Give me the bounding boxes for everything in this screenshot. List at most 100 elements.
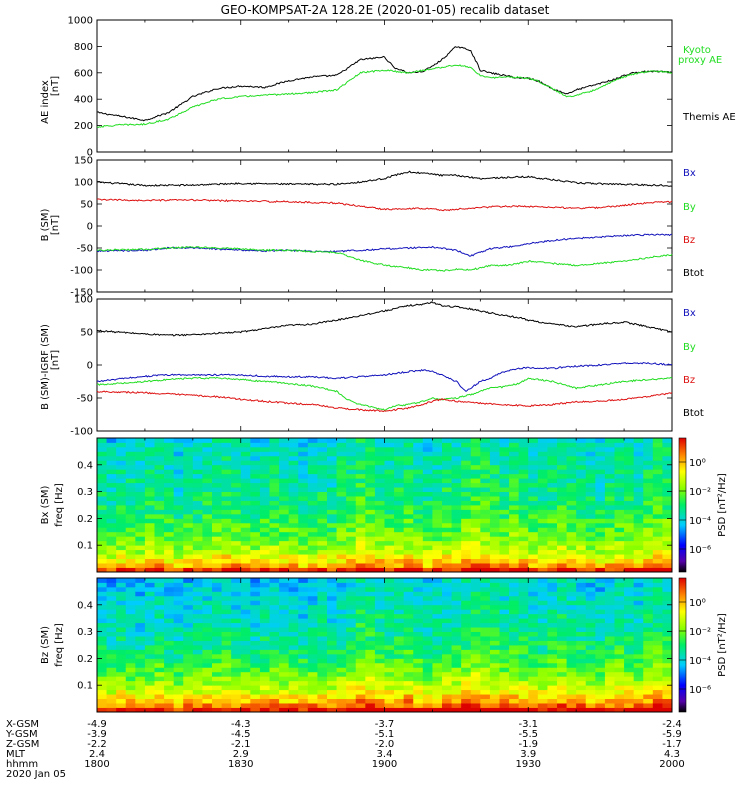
bzspec-cell	[355, 631, 366, 637]
bzspec-cell	[97, 591, 107, 597]
bsm-yunit: [nT]	[50, 215, 61, 235]
bxspec-cell	[451, 487, 462, 492]
bxspec-cell	[144, 442, 155, 448]
bzspec-cell	[604, 631, 615, 637]
bxspec-cell	[97, 549, 107, 555]
bxspec-cell	[432, 442, 443, 448]
bxspec-cell	[432, 540, 443, 546]
bzspec-cell	[346, 658, 357, 664]
bzspec-cell	[125, 578, 136, 583]
bzspec-cell	[164, 622, 175, 628]
bzspec-cell	[202, 595, 213, 601]
bzspec-cell	[279, 586, 290, 592]
bxspec-cell	[183, 505, 194, 510]
bxspec-cell	[480, 518, 491, 524]
bxspec-cell	[269, 554, 280, 559]
bzspec-cell	[269, 662, 280, 668]
bzspec-cell	[470, 591, 481, 597]
bxspec-cell	[432, 487, 443, 492]
bzspec-cell	[557, 627, 567, 632]
bzspec-cell	[135, 604, 146, 610]
bxspec-cell	[576, 558, 587, 564]
bzspec-cell	[499, 698, 510, 704]
bzspec-cell	[173, 582, 184, 588]
bxspec-cell	[231, 536, 242, 542]
bxspec-cell	[394, 522, 405, 528]
bzspec-cell	[173, 586, 184, 592]
bxspec-cell	[374, 563, 385, 568]
bxspec-cell	[652, 545, 663, 551]
bzspec-cell	[164, 640, 175, 646]
bxspec-cell	[604, 464, 615, 470]
bxspec-cell	[240, 518, 251, 524]
bxspec-cell	[279, 536, 290, 542]
bzspec-cell	[557, 649, 567, 655]
bzspec-cell	[231, 591, 242, 597]
bzspec-cell	[355, 649, 366, 655]
bxspec-cell	[403, 554, 414, 559]
bxspec-cell	[374, 473, 385, 479]
bxspec-cell	[614, 451, 625, 457]
bzspec-cell	[116, 627, 127, 632]
bzspec-cell	[269, 671, 280, 677]
bzspec-cell	[259, 649, 270, 655]
bxspec-cell	[537, 460, 548, 466]
bzspec-cell	[259, 631, 270, 637]
bzspec-cell	[614, 631, 625, 637]
bzspec-cell	[374, 613, 385, 619]
bzspec-cell	[250, 680, 261, 686]
bxspec-cell	[192, 558, 203, 564]
bzspec-cell	[576, 676, 587, 682]
bzspec-cell	[183, 618, 194, 624]
bxspec-cell	[183, 464, 194, 470]
bzspec-cell	[480, 658, 491, 664]
bzspec-cell	[231, 703, 242, 708]
bzspec-cell	[499, 604, 510, 610]
bzspec-cell	[144, 595, 155, 601]
bzspec-cell	[125, 595, 136, 601]
bzspec-cell	[413, 627, 424, 632]
bxspec-cell	[250, 545, 261, 551]
bxspec-cell	[537, 527, 548, 533]
bxspec-cell	[470, 478, 481, 484]
bxspec-cell	[403, 513, 414, 519]
bzspec-cell	[317, 698, 328, 704]
bxspec-cell	[662, 558, 673, 564]
bzspec-cell	[604, 689, 615, 695]
bxspec-cell	[537, 509, 548, 515]
bzspec-cell	[585, 609, 596, 615]
bsm-series-by	[96, 198, 673, 212]
bzspec-cell	[643, 627, 654, 632]
bxspec-cell	[432, 527, 443, 533]
bxspec-cell	[470, 527, 481, 533]
bzspec-cell	[614, 640, 625, 646]
bxspec-cell	[279, 446, 290, 452]
bxspec-cell	[327, 558, 337, 564]
bzspec-cell	[566, 618, 577, 624]
bxspec-cell	[480, 473, 491, 479]
bzspec-cell	[154, 707, 165, 713]
bzspec-cell	[576, 618, 587, 624]
bxspec-cell	[288, 509, 299, 515]
bxspec-cell	[374, 549, 385, 555]
bxspec-cell	[585, 442, 596, 448]
bzspec-cell	[509, 595, 520, 601]
bxspec-cell	[298, 522, 309, 528]
bxspec-cell	[250, 455, 261, 461]
bzspec-cell	[135, 658, 146, 664]
bzspec-cell	[451, 685, 462, 691]
bzspec-cell	[384, 640, 395, 646]
bxspec-cell	[240, 540, 251, 546]
bzspec-cell	[461, 698, 472, 704]
bzspec-cell	[470, 604, 481, 610]
bxspec-cell	[557, 446, 567, 452]
bxspec-cell	[614, 540, 625, 546]
bxspec-cell	[125, 446, 136, 452]
bzspec-cell	[537, 680, 548, 686]
bxspec-cell	[585, 455, 596, 461]
bxspec-cell	[144, 509, 155, 515]
bzspec-cell	[164, 613, 175, 619]
bxspec-cell	[557, 455, 567, 461]
bxspec-cell	[595, 455, 606, 461]
bzspec-cell	[624, 662, 635, 668]
